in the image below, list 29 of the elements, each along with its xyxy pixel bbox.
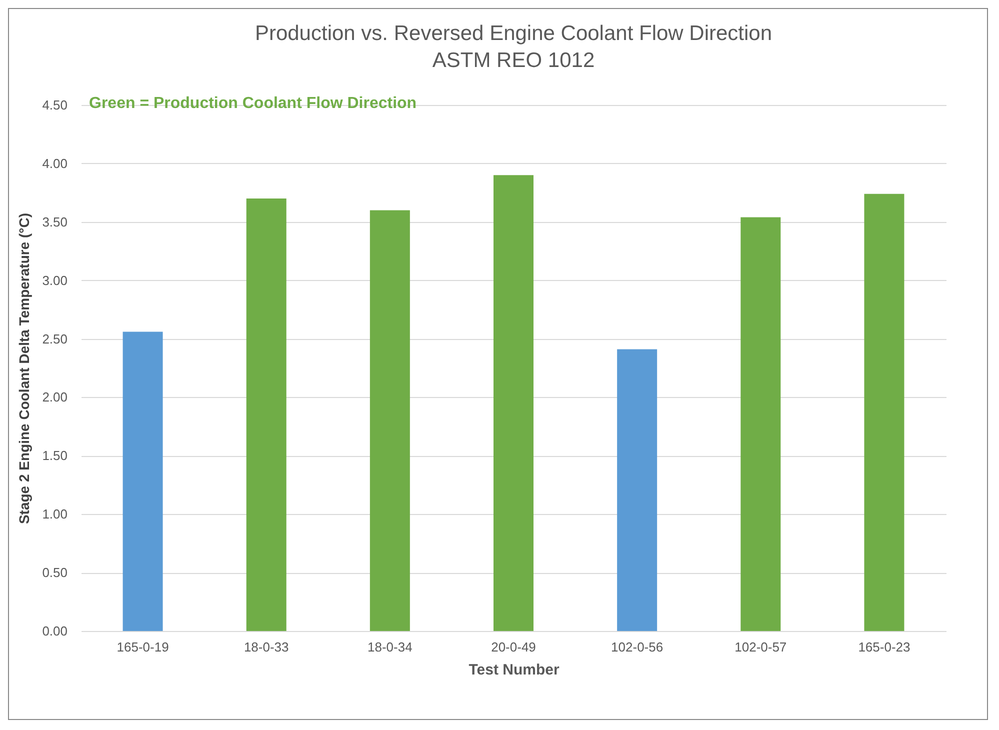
bar	[122, 332, 163, 631]
y-axis-title: Stage 2 Engine Coolant Delta Temperature (°C)	[16, 212, 32, 524]
y-tick-label: 1.00	[42, 506, 68, 522]
annotation: Green = Production Coolant Flow Direction	[89, 95, 417, 112]
x-tick-label: 18-0-33	[244, 640, 289, 654]
y-tick-label: 4.50	[42, 98, 68, 112]
y-tick-label: 0.50	[42, 565, 68, 580]
bar	[864, 194, 904, 631]
x-tick-label: 165-0-23	[858, 640, 910, 654]
chart-title: Production vs. Reversed Engine Coolant Flow Direction	[254, 22, 772, 45]
bar	[370, 210, 410, 631]
y-tick-label: 4.00	[42, 156, 68, 171]
y-tick-label: 3.00	[42, 272, 68, 288]
bar	[246, 198, 286, 631]
y-tick-label: 3.50	[42, 214, 68, 230]
x-tick-label: 18-0-34	[368, 640, 412, 654]
x-tick-label: 20-0-49	[491, 640, 536, 654]
chart-subtitle: ASTM REO 1012	[432, 49, 595, 72]
bar	[617, 349, 658, 631]
x-tick-label: 102-0-57	[734, 640, 787, 654]
y-tick-label: 0.00	[42, 624, 68, 638]
x-axis-title: Test Number	[468, 662, 560, 678]
y-tick-label: 2.50	[42, 331, 68, 346]
x-tick-label: 102-0-56	[611, 640, 664, 654]
x-tick-label: 165-0-19	[116, 640, 169, 654]
bar	[740, 217, 781, 631]
y-tick-label: 1.50	[42, 448, 68, 464]
y-tick-label: 2.00	[42, 390, 68, 405]
bar	[494, 175, 534, 631]
